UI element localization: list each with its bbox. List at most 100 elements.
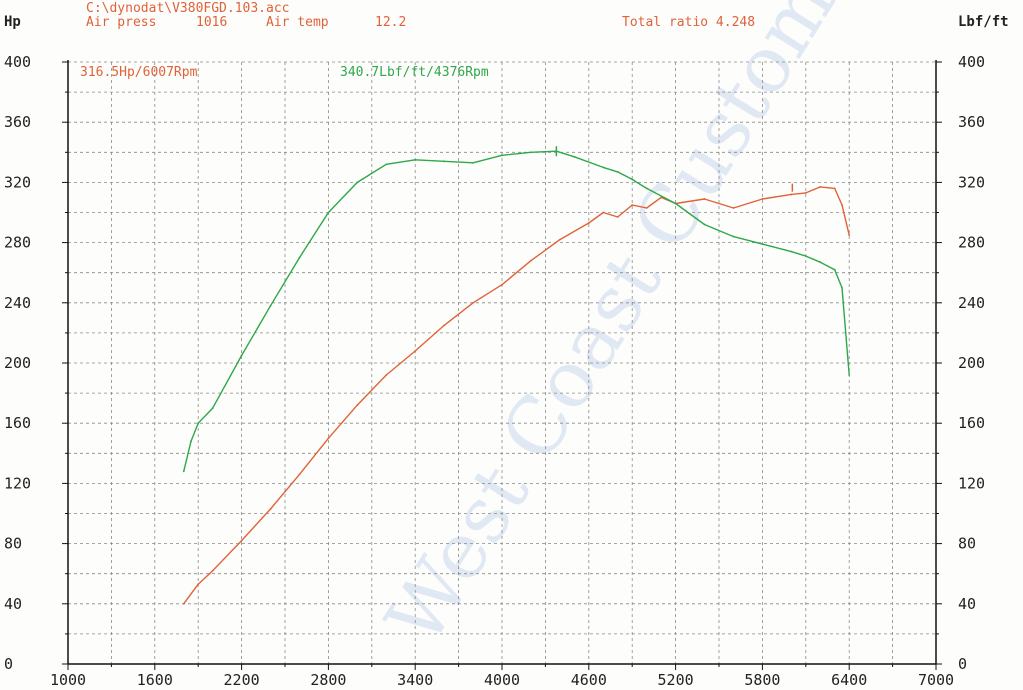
y-left-tick-label: 240 <box>4 294 31 312</box>
torque-peak-annotation: 340.7Lbf/ft/4376Rpm <box>340 65 489 80</box>
hp-data-point <box>790 193 793 196</box>
y-right-tick-label: 280 <box>958 234 985 252</box>
file-path: C:\dynodat\V380FGD.103.acc <box>86 1 290 16</box>
hp-data-point <box>761 198 764 200</box>
hp-data-point <box>587 222 590 224</box>
x-tick-label: 2200 <box>224 671 260 689</box>
torque-data-point <box>819 261 822 264</box>
torque-data-point <box>182 470 185 473</box>
hp-data-point <box>833 187 836 190</box>
torque-data-point <box>573 155 576 158</box>
total-ratio: Total ratio 4.248 <box>622 15 756 30</box>
air-press-label: Air press <box>86 15 157 30</box>
torque-data-point <box>190 440 192 443</box>
torque-data-point <box>761 243 764 246</box>
hp-data-point <box>298 473 301 476</box>
torque-data-point <box>616 170 619 173</box>
hp-data-point <box>732 207 735 209</box>
hp-data-point <box>356 404 359 407</box>
x-tick-label: 4000 <box>484 671 520 689</box>
y-right-tick-label: 0 <box>958 655 967 673</box>
hp-data-point <box>443 324 446 327</box>
torque-data-point <box>197 422 200 425</box>
hp-data-point <box>240 539 243 542</box>
y-right-axis-label: Lbf/ft <box>958 14 1009 30</box>
torque-data-point <box>298 256 301 259</box>
y-left-tick-label: 400 <box>4 53 31 71</box>
torque-data-point <box>703 223 706 226</box>
y-right-tick-label: 240 <box>958 294 985 312</box>
torque-data-point <box>472 161 474 164</box>
torque-data-point <box>833 268 836 271</box>
torque-data-point <box>732 235 735 238</box>
y-left-tick-label: 0 <box>4 655 13 673</box>
y-right-tick-label: 160 <box>958 414 985 432</box>
x-tick-label: 4600 <box>571 671 607 689</box>
torque-data-point <box>356 181 359 184</box>
hp-data-point <box>182 602 185 605</box>
y-right-tick-label: 400 <box>958 53 985 71</box>
hp-data-point <box>414 350 417 352</box>
x-tick-label: 3400 <box>397 671 433 689</box>
y-right-tick-label: 200 <box>958 354 985 372</box>
x-tick-label: 5200 <box>658 671 694 689</box>
hp-data-point <box>385 374 388 376</box>
y-right-tick-label: 40 <box>958 595 976 613</box>
torque-data-point <box>414 158 417 161</box>
x-tick-label: 7000 <box>918 671 954 689</box>
hp-data-point <box>819 186 822 188</box>
y-left-tick-label: 120 <box>4 474 31 492</box>
x-tick-label: 6400 <box>831 671 867 689</box>
hp-peak-annotation: 316.5Hp/6007Rpm <box>80 65 198 80</box>
torque-data-point <box>269 304 272 307</box>
hp-data-point <box>269 508 272 510</box>
y-right-tick-label: 80 <box>958 535 976 553</box>
hp-data-point <box>703 198 706 200</box>
torque-data-point <box>674 202 677 205</box>
torque-data-point <box>240 354 243 357</box>
y-left-tick-label: 320 <box>4 173 31 191</box>
torque-data-point <box>443 160 446 163</box>
torque-data-point <box>211 407 214 410</box>
y-right-tick-label: 320 <box>958 173 985 191</box>
x-tick-label: 1000 <box>50 671 86 689</box>
y-left-tick-label: 360 <box>4 113 31 131</box>
y-left-tick-label: 160 <box>4 414 31 432</box>
hp-data-point <box>327 437 330 440</box>
air-temp-label: Air temp <box>266 15 329 30</box>
torque-data-point <box>385 163 388 166</box>
hp-data-point <box>631 204 634 206</box>
torque-data-point <box>501 154 503 157</box>
x-tick-label: 2800 <box>310 671 346 689</box>
watermark-text: West Coast Customs <box>370 0 874 660</box>
y-right-tick-label: 360 <box>958 113 985 131</box>
y-left-tick-label: 280 <box>4 234 31 252</box>
x-tick-label: 1600 <box>137 671 173 689</box>
hp-data-point <box>841 204 843 206</box>
torque-data-point <box>602 166 605 169</box>
torque-data-point <box>631 178 634 181</box>
hp-data-point <box>558 238 561 241</box>
hp-data-point <box>211 569 214 572</box>
x-tick-label: 5800 <box>744 671 780 689</box>
hp-data-point <box>472 301 474 304</box>
hp-data-point <box>804 192 807 194</box>
hp-data-point <box>530 259 532 262</box>
torque-data-point <box>841 286 843 289</box>
torque-data-point <box>790 250 793 253</box>
air-temp-value: 12.2 <box>375 15 407 30</box>
torque-data-point <box>848 374 851 376</box>
y-left-axis-label: Hp <box>4 14 21 30</box>
y-left-tick-label: 200 <box>4 354 31 372</box>
air-press-value: 1016 <box>196 15 228 30</box>
hp-data-point <box>660 196 663 199</box>
torque-data-point <box>804 255 807 258</box>
y-left-tick-label: 40 <box>4 595 22 613</box>
y-left-tick-label: 80 <box>4 535 22 553</box>
torque-data-point <box>645 187 648 190</box>
hp-data-point <box>848 234 851 236</box>
hp-data-point <box>616 216 619 218</box>
hp-data-point <box>645 207 648 209</box>
torque-data-point <box>530 151 532 154</box>
